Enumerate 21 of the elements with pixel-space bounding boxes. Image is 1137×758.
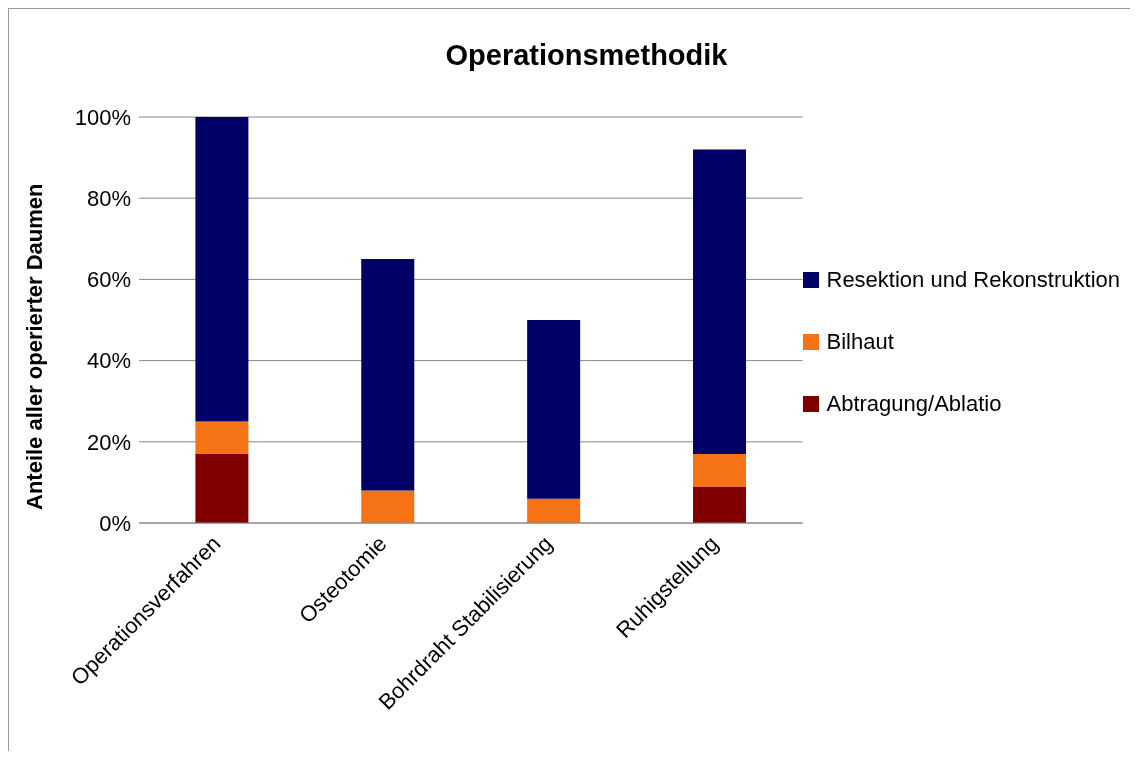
bar — [527, 498, 581, 523]
legend-label: Abtragung/Ablatio — [826, 391, 1002, 417]
y-tick-label: 60% — [86, 267, 131, 293]
bar — [361, 259, 415, 491]
bar — [693, 453, 747, 487]
y-tick-label: 20% — [86, 429, 131, 455]
y-tick-label: 40% — [86, 348, 131, 374]
bar — [693, 486, 747, 523]
chart-title: Operationsmethodik — [444, 39, 729, 72]
bar — [195, 421, 249, 454]
y-tick-label: 0% — [99, 510, 131, 536]
legend-label: Resektion und Rekonstruktion — [826, 267, 1120, 293]
y-axis-title: Anteile aller operierter Daumen — [21, 183, 47, 510]
y-tick-label: 80% — [86, 186, 131, 212]
bar — [527, 320, 581, 499]
bar — [195, 117, 249, 422]
bar — [693, 149, 747, 454]
bar — [361, 490, 415, 523]
bar — [195, 453, 249, 523]
legend-label: Bilhaut — [826, 329, 894, 355]
y-tick-label: 100% — [74, 104, 131, 130]
